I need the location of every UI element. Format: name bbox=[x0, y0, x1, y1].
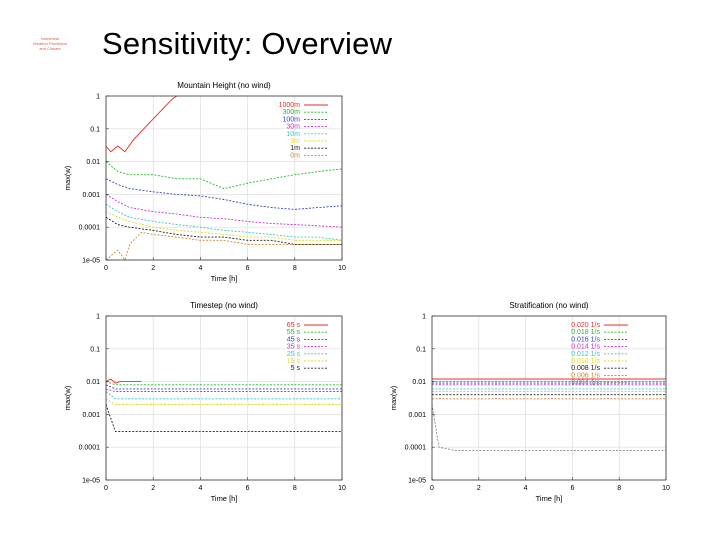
x-tick-label: 2 bbox=[151, 265, 155, 272]
x-tick-label: 8 bbox=[617, 485, 621, 492]
series-line bbox=[105, 384, 342, 390]
y-tick-label: 0.001 bbox=[82, 192, 100, 199]
series-line bbox=[105, 378, 142, 384]
x-tick-label: 10 bbox=[338, 265, 346, 272]
legend-label: 300m bbox=[282, 109, 300, 116]
legend-label: 0.020 1/s bbox=[571, 322, 600, 329]
chart-title: Mountain Height (no wind) bbox=[177, 81, 271, 90]
x-tick-label: 10 bbox=[338, 485, 346, 492]
institution-logo: Numerical Weather Prediction and Climate bbox=[28, 36, 72, 51]
legend-label: 0.016 1/s bbox=[571, 336, 600, 343]
y-tick-label: 0.1 bbox=[90, 346, 100, 353]
y-tick-label: 1 bbox=[96, 94, 100, 101]
legend-label: 30m bbox=[286, 124, 300, 131]
x-tick-label: 0 bbox=[104, 265, 108, 272]
y-tick-label: 0.0001 bbox=[79, 445, 101, 452]
series-line bbox=[105, 404, 342, 433]
series-line bbox=[105, 95, 178, 153]
legend-label: 0m bbox=[290, 152, 300, 159]
series-line bbox=[105, 388, 342, 392]
plot-frame bbox=[105, 95, 343, 261]
chart-stratification: Stratification (no wind)0 2 4 6 8 1010.10.010… bbox=[389, 301, 670, 503]
series-line bbox=[105, 398, 342, 405]
series-line bbox=[431, 404, 666, 451]
y-tick-label: 0.0001 bbox=[79, 225, 101, 232]
logo-line: and Climate bbox=[39, 46, 61, 51]
x-tick-label: 2 bbox=[477, 485, 481, 492]
x-tick-label: 6 bbox=[246, 485, 250, 492]
x-tick-label: 8 bbox=[293, 485, 297, 492]
legend-label: 25 s bbox=[287, 351, 301, 358]
y-tick-label: 0.01 bbox=[86, 379, 100, 386]
legend-label: 0.010 1/s bbox=[571, 358, 600, 365]
series-line bbox=[105, 161, 343, 190]
legend-label: 35 s bbox=[287, 344, 301, 351]
x-tick-label: 6 bbox=[570, 485, 574, 492]
legend-label: 0.014 1/s bbox=[571, 344, 600, 351]
y-tick-label: 1e-05 bbox=[82, 258, 100, 265]
legend-label: 15 s bbox=[287, 358, 301, 365]
series-line bbox=[105, 203, 343, 241]
chart-title: Timestep (no wind) bbox=[190, 301, 258, 310]
series-line bbox=[105, 391, 342, 400]
series-line bbox=[105, 231, 342, 262]
legend-label: 1m bbox=[290, 145, 300, 152]
logo-line: Weather Prediction bbox=[33, 41, 67, 46]
series-line bbox=[105, 211, 342, 241]
legend-label: 3m bbox=[290, 138, 300, 145]
y-axis-label: max(w) bbox=[389, 385, 398, 410]
logo-line: Numerical bbox=[40, 36, 59, 41]
x-axis-label: Time [h] bbox=[211, 494, 238, 503]
x-tick-label: 2 bbox=[151, 485, 155, 492]
series-line bbox=[105, 216, 342, 245]
y-axis-label: max(w) bbox=[63, 385, 72, 410]
legend-label: 0.018 1/s bbox=[571, 329, 600, 336]
x-tick-label: 8 bbox=[293, 265, 297, 272]
legend-label: 5 s bbox=[291, 365, 301, 372]
y-tick-label: 0.1 bbox=[416, 346, 426, 353]
x-tick-label: 6 bbox=[246, 265, 250, 272]
x-tick-label: 0 bbox=[104, 485, 108, 492]
y-tick-label: 0.01 bbox=[86, 159, 100, 166]
legend-label: 0.012 1/s bbox=[571, 351, 600, 358]
y-tick-label: 1e-05 bbox=[408, 478, 426, 485]
y-axis-label: max(w) bbox=[63, 165, 72, 190]
plot-frame bbox=[431, 315, 667, 481]
slide-title: Sensitivity: Overview bbox=[102, 26, 393, 61]
chart-title: Stratification (no wind) bbox=[509, 301, 588, 310]
x-axis-label: Time [h] bbox=[536, 494, 563, 503]
y-tick-label: 0.1 bbox=[90, 126, 100, 133]
y-tick-label: 0.01 bbox=[412, 379, 426, 386]
series-line bbox=[105, 194, 343, 228]
legend-label: 0.004 1/s bbox=[571, 380, 600, 387]
chart-mountain-height: Mountain Height (no wind) 0 2 4 6 8 10 1 0.1 0.01… bbox=[63, 81, 346, 283]
x-axis-label: Time [h] bbox=[211, 274, 238, 283]
x-tick-label: 4 bbox=[198, 485, 202, 492]
series-line bbox=[105, 381, 342, 386]
legend-label: 45 s bbox=[287, 336, 301, 343]
y-tick-label: 1e-05 bbox=[82, 478, 100, 485]
y-tick-label: 0.001 bbox=[408, 412, 426, 419]
y-tick-label: 0.001 bbox=[82, 412, 100, 419]
plot-frame bbox=[105, 315, 343, 481]
x-tick-label: 0 bbox=[430, 485, 434, 492]
chart-timestep: Timestep (no wind) 0 2 4 6 8 10 1 0.1 0.01 0.001 0.… bbox=[63, 301, 346, 503]
y-tick-label: 0.0001 bbox=[405, 445, 427, 452]
legend-label: 65 s bbox=[287, 322, 301, 329]
x-tick-label: 10 bbox=[662, 485, 670, 492]
legend-label: 10m bbox=[286, 131, 300, 138]
legend-label: 0.008 1/s bbox=[571, 365, 600, 372]
legend-label: 1000m bbox=[279, 102, 301, 109]
y-tick-label: 1 bbox=[422, 314, 426, 321]
legend-label: 100m bbox=[282, 116, 300, 123]
y-tick-label: 1 bbox=[96, 314, 100, 321]
legend-label: 55 s bbox=[287, 329, 301, 336]
x-tick-label: 4 bbox=[198, 265, 202, 272]
legend-label: 0.006 1/s bbox=[571, 372, 600, 379]
x-tick-label: 4 bbox=[524, 485, 528, 492]
series-line bbox=[105, 178, 343, 210]
